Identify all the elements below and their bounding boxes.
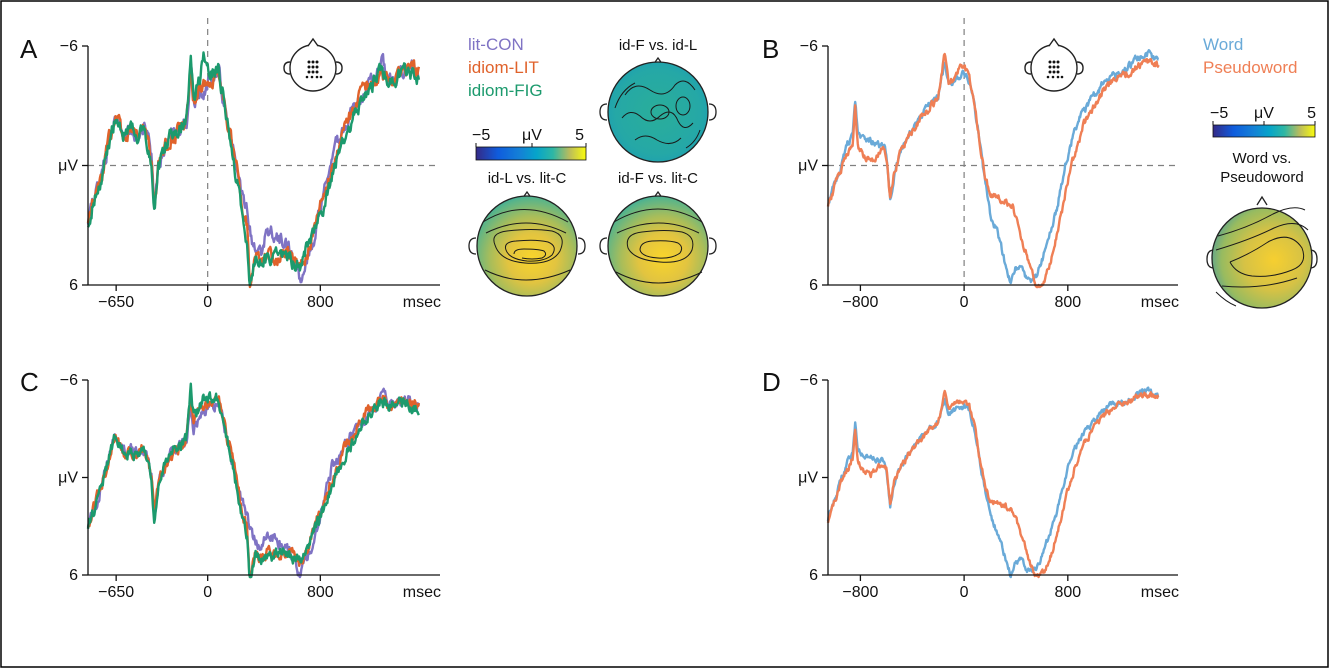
colorbar-gradient <box>475 146 587 161</box>
colorbar-gradient <box>1212 124 1316 138</box>
panel-c-chart: −6 6 μV −650 0 800 msec <box>58 372 441 601</box>
y-tick-label: 6 <box>809 277 818 294</box>
panel-b-chart: −6 6 μV −800 0 800 msec <box>798 18 1179 311</box>
x-tick-label: 800 <box>1054 294 1081 311</box>
topomap-title: id-L vs. lit-C <box>488 170 567 187</box>
series-line-word <box>826 386 1160 579</box>
colorbar-min-label: −5 <box>472 127 490 144</box>
x-tick-label: 0 <box>203 584 212 601</box>
topomap-title: id-F vs. lit-C <box>618 170 698 187</box>
panel-d-chart: −6 6 μV −800 0 800 msec <box>798 372 1179 601</box>
head-electrode-icon <box>1024 37 1084 92</box>
topomap-idl-vs-litc: id-L vs. lit-C <box>468 170 586 297</box>
topomap-title-line2: Pseudoword <box>1220 169 1303 186</box>
legend-item-pseudoword: Pseudoword <box>1203 58 1298 77</box>
y-tick-label: 6 <box>69 567 78 584</box>
series-line-lit-con <box>86 387 421 579</box>
x-tick-label: −650 <box>98 584 134 601</box>
colorbar-a: −5 μV 5 <box>472 127 587 161</box>
legend-item-word: Word <box>1203 35 1243 54</box>
topomap-idf-vs-litc: id-F vs. lit-C <box>599 170 717 297</box>
panel-letter-a: A <box>20 34 38 64</box>
topomap-title-line1: Word vs. <box>1233 150 1292 167</box>
series-line-pseudoword <box>826 389 1160 579</box>
colorbar-unit-label: μV <box>522 127 542 144</box>
x-axis-unit-label: msec <box>403 294 441 311</box>
topomap-word-vs-pseudoword: Word vs. Pseudoword <box>1206 150 1318 309</box>
panel-letter-c: C <box>20 367 39 397</box>
y-tick-label: −6 <box>800 372 818 389</box>
series-line-idiom-fig <box>86 382 420 579</box>
colorbar-b: −5 μV 5 <box>1210 105 1316 138</box>
y-tick-label: −6 <box>60 372 78 389</box>
colorbar-unit-label: μV <box>1254 105 1274 122</box>
colorbar-max-label: 5 <box>575 127 584 144</box>
colorbar-min-label: −5 <box>1210 105 1228 122</box>
legend-item-idiom-fig: idiom-FIG <box>468 81 543 100</box>
x-axis-unit-label: msec <box>403 584 441 601</box>
y-tick-label: −6 <box>60 38 78 55</box>
series-line-word <box>827 49 1160 285</box>
y-axis-label: μV <box>798 158 818 175</box>
x-tick-label: 800 <box>307 584 334 601</box>
y-axis-label: μV <box>58 470 78 487</box>
panel-letter-d: D <box>762 367 781 397</box>
x-tick-label: 0 <box>203 294 212 311</box>
topomap-title: id-F vs. id-L <box>619 37 697 54</box>
x-tick-label: 0 <box>960 294 969 311</box>
x-tick-label: 800 <box>307 294 334 311</box>
x-tick-label: −800 <box>842 294 878 311</box>
series-line-pseudoword <box>826 52 1160 289</box>
x-axis-unit-label: msec <box>1141 294 1179 311</box>
panel-letter-b: B <box>762 34 779 64</box>
head-electrode-icon <box>283 37 343 92</box>
series-line-idiom-fig <box>86 51 421 287</box>
topomap-idf-vs-idl: id-F vs. id-L <box>599 37 717 163</box>
x-tick-label: −800 <box>842 584 878 601</box>
y-axis-label: μV <box>58 158 78 175</box>
x-tick-label: −650 <box>98 294 134 311</box>
x-tick-label: 800 <box>1054 584 1081 601</box>
x-axis-unit-label: msec <box>1141 584 1179 601</box>
y-tick-label: 6 <box>809 567 818 584</box>
x-tick-label: 0 <box>960 584 969 601</box>
panel-a-chart: −6 6 μV −650 0 800 msec <box>58 18 441 311</box>
y-tick-label: 6 <box>69 277 78 294</box>
legend-item-idiom-lit: idiom-LIT <box>468 58 539 77</box>
y-axis-label: μV <box>798 470 818 487</box>
series-line-idiom-lit <box>87 394 421 579</box>
colorbar-max-label: 5 <box>1307 105 1316 122</box>
legend-item-lit-con: lit-CON <box>468 35 524 54</box>
y-tick-label: −6 <box>800 38 818 55</box>
